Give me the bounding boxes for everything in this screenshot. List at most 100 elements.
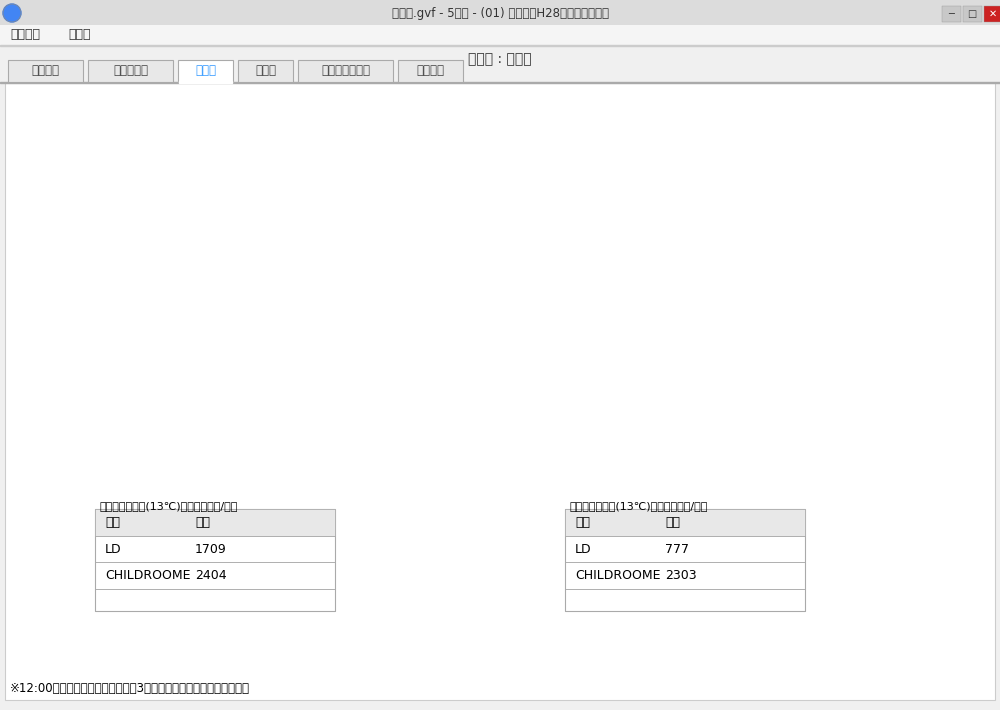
Bar — [95, 589, 335, 611]
Bar — [238, 60, 293, 82]
Bar — [884, 465, 889, 483]
Bar — [868, 467, 873, 483]
Bar — [277, 391, 281, 399]
Bar — [601, 381, 605, 399]
Bar — [565, 589, 805, 611]
Bar — [266, 379, 270, 399]
Text: 快適な範囲 ☑: 快適な範囲 ☑ — [200, 458, 246, 468]
Bar — [863, 383, 867, 399]
Bar — [628, 374, 632, 399]
Bar — [394, 383, 399, 399]
Bar — [638, 462, 643, 483]
Bar — [644, 395, 648, 399]
Text: CHILDROOME: CHILDROOME — [105, 569, 190, 582]
Bar — [565, 509, 805, 535]
Bar — [858, 436, 862, 483]
Bar — [362, 393, 367, 399]
Bar — [847, 430, 851, 483]
Bar — [617, 368, 621, 399]
Bar — [357, 397, 361, 399]
Bar — [879, 464, 883, 483]
Bar — [100, 395, 105, 399]
Bar — [250, 376, 254, 399]
Title: 寒い日（暖冷房あり）: 寒い日（暖冷房あり） — [702, 150, 793, 165]
Bar — [239, 384, 244, 399]
Text: 室名: 室名 — [105, 515, 120, 529]
Text: ファイル: ファイル — [10, 28, 40, 41]
Bar — [398, 60, 463, 82]
Text: 気象条件: 気象条件 — [32, 65, 60, 77]
Y-axis label: 日射量[W/㎡]: 日射量[W/㎡] — [494, 258, 507, 314]
Bar — [122, 370, 126, 399]
Bar — [0, 82, 1000, 83]
Text: 777: 777 — [665, 542, 689, 555]
Bar — [847, 397, 851, 399]
Bar — [868, 381, 873, 399]
Bar — [234, 391, 238, 399]
Bar — [922, 458, 926, 483]
Bar — [622, 370, 627, 399]
Bar — [740, 463, 744, 483]
Bar — [751, 376, 755, 399]
Bar — [900, 397, 905, 399]
Bar — [565, 562, 805, 589]
Bar — [633, 381, 637, 399]
Bar — [596, 388, 600, 399]
Bar — [282, 396, 287, 399]
Bar — [384, 380, 388, 399]
Text: ✕: ✕ — [989, 9, 997, 19]
Bar — [649, 457, 654, 483]
Bar — [932, 459, 937, 483]
Text: 室名: 室名 — [575, 515, 590, 529]
Bar — [261, 376, 265, 399]
Bar — [676, 455, 680, 483]
Bar — [617, 463, 621, 483]
Text: 2303: 2303 — [665, 569, 697, 582]
Bar — [740, 376, 744, 399]
Bar — [858, 388, 862, 399]
Circle shape — [3, 4, 21, 22]
Bar — [665, 455, 670, 483]
Bar — [228, 396, 233, 399]
Bar — [799, 456, 803, 483]
Text: 室温が設計目標(13℃)を下回る時間/年間: 室温が設計目標(13℃)を下回る時間/年間 — [570, 501, 708, 510]
Bar — [852, 434, 857, 483]
Bar — [138, 374, 142, 399]
Bar — [148, 388, 153, 399]
Bar — [88, 60, 173, 82]
Bar — [601, 430, 605, 483]
Bar — [378, 381, 383, 399]
Bar — [804, 457, 809, 483]
Bar — [890, 464, 894, 483]
Bar — [606, 374, 611, 399]
Y-axis label: 気温[℃]: 気温[℃] — [503, 266, 516, 305]
Bar — [718, 427, 723, 483]
Bar — [95, 509, 335, 611]
Text: 日射量 ☑: 日射量 ☑ — [365, 427, 399, 437]
Bar — [890, 388, 894, 399]
Bar — [772, 396, 777, 399]
Bar — [900, 460, 905, 483]
Bar — [761, 384, 766, 399]
Bar — [95, 509, 335, 535]
Bar — [984, 6, 1000, 22]
Text: CHILDROOME ☑: CHILDROOME ☑ — [655, 498, 745, 508]
Text: 室温が設計目標(13℃)を下回る時間/年間: 室温が設計目標(13℃)を下回る時間/年間 — [100, 501, 238, 510]
Y-axis label: 日射量[W/㎡]: 日射量[W/㎡] — [984, 258, 997, 314]
Text: CHILDROOME: CHILDROOME — [575, 569, 660, 582]
Bar — [373, 383, 377, 399]
Text: 日射量 ☑: 日射量 ☑ — [855, 498, 889, 508]
Text: 設計目標 ☑: 設計目標 ☑ — [594, 525, 634, 535]
Bar — [724, 391, 728, 399]
Bar — [154, 395, 158, 399]
Bar — [245, 379, 249, 399]
Text: 外気温 ☑: 外気温 ☑ — [771, 498, 804, 508]
Bar — [756, 379, 760, 399]
Bar — [942, 6, 961, 22]
Text: 設計目標 ☑: 設計目標 ☑ — [104, 458, 144, 468]
Bar — [767, 463, 771, 483]
Bar — [0, 0, 1000, 25]
Text: 寒い日: 寒い日 — [195, 65, 216, 77]
Bar — [735, 464, 739, 483]
Y-axis label: 気温[℃]: 気温[℃] — [13, 266, 26, 305]
